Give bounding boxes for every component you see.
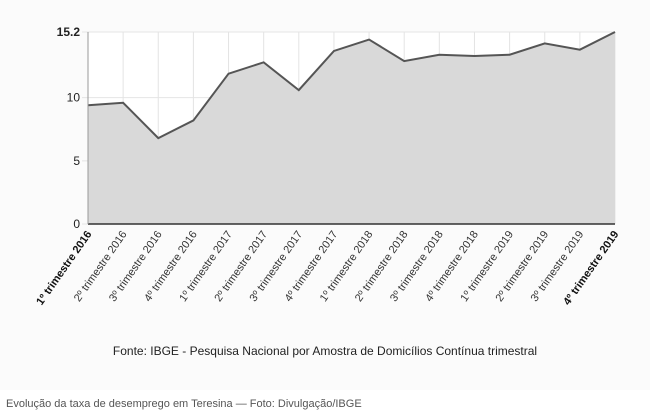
y-tick-label: 15.2 [57, 25, 81, 39]
data-point [227, 72, 230, 75]
data-point [332, 49, 335, 52]
data-point [157, 137, 160, 140]
data-point [543, 42, 546, 45]
data-point [297, 89, 300, 92]
y-tick-label: 10 [67, 91, 81, 105]
data-point [578, 48, 581, 51]
area-fill [88, 32, 615, 224]
y-tick-label: 0 [73, 217, 80, 231]
data-point [403, 60, 406, 63]
data-point [614, 31, 617, 34]
source-note: Fonte: IBGE - Pesquisa Nacional por Amos… [112, 344, 538, 358]
chart-figure: 0 5 10 15.2 1º trimestre 2016 2º trimestre 20… [34, 25, 622, 358]
data-point [438, 53, 441, 56]
data-point [368, 38, 371, 41]
data-point [192, 119, 195, 122]
series-line [87, 31, 616, 140]
image-caption: Evolução da taxa de desemprego em Teresi… [6, 398, 362, 410]
data-point [122, 101, 125, 104]
data-point [262, 61, 265, 64]
data-point [473, 55, 476, 58]
y-tick-label: 5 [73, 154, 80, 168]
data-point [508, 53, 511, 56]
